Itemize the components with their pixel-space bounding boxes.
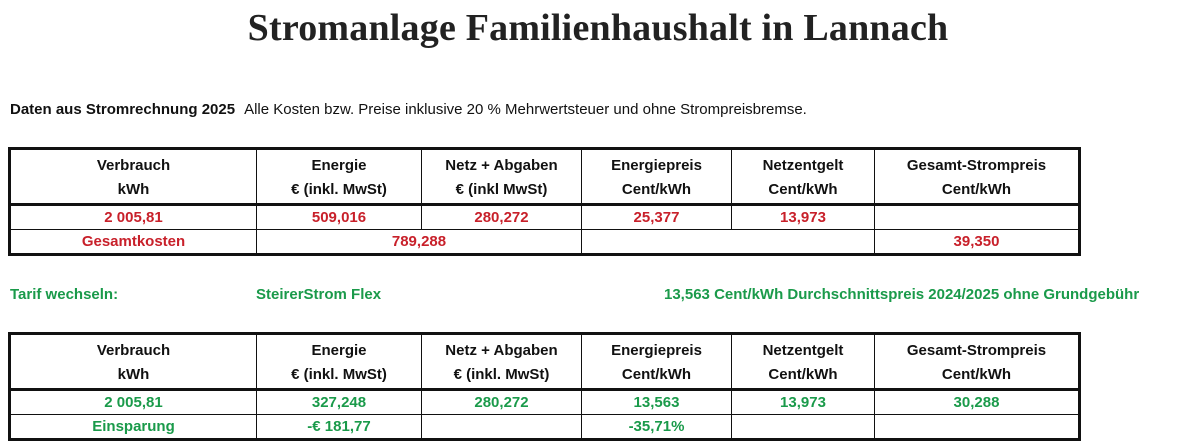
header-cell: Verbrauch: [9, 332, 257, 362]
table-header-row: Verbrauch Energie Netz + Abgaben Energie…: [9, 147, 1080, 177]
unit-cell: kWh: [9, 362, 257, 391]
unit-cell: Cent/kWh: [731, 362, 875, 391]
savings-row: Einsparung -€ 181,77 -35,71%: [9, 414, 1080, 440]
empty-cell: [421, 414, 582, 440]
total-price-cell: 30,288: [874, 389, 1080, 415]
total-row: Gesamtkosten 789,288 39,350: [9, 229, 1080, 255]
consumption-cell: 2 005,81: [9, 204, 257, 230]
info-line: Daten aus Stromrechnung 2025 Alle Kosten …: [10, 101, 807, 118]
table-header-unit-row: kWh € (inkl. MwSt) € (inkl MwSt) Cent/kW…: [9, 177, 1080, 206]
unit-cell: Cent/kWh: [581, 177, 732, 206]
header-cell: Netz + Abgaben: [421, 147, 582, 177]
info-label: Daten aus Stromrechnung 2025: [10, 101, 236, 118]
network-cost-cell: 280,272: [421, 389, 582, 415]
consumption-cell: 2 005,81: [9, 389, 257, 415]
empty-cell: [874, 414, 1080, 440]
empty-cell: [731, 414, 875, 440]
unit-cell: Cent/kWh: [731, 177, 875, 206]
empty-cell: [581, 229, 875, 255]
tarif-price-line: 13,563 Cent/kWh Durchschnittspreis 2024/…: [664, 286, 1139, 303]
header-cell: Energie: [256, 332, 422, 362]
unit-cell: € (inkl. MwSt): [256, 177, 422, 206]
table-header-row: Verbrauch Energie Netz + Abgaben Energie…: [9, 332, 1080, 362]
energy-price-cell: 25,377: [581, 204, 732, 230]
unit-cell: € (inkl MwSt): [421, 177, 582, 206]
header-cell: Energie: [256, 147, 422, 177]
network-price-cell: 13,973: [731, 389, 875, 415]
unit-cell: € (inkl. MwSt): [256, 362, 422, 391]
unit-cell: Cent/kWh: [581, 362, 732, 391]
header-cell: Netzentgelt: [731, 332, 875, 362]
total-price-cell: [874, 204, 1080, 230]
tarif-price-text: Cent/kWh Durchschnittspreis 2024/2025 oh…: [714, 286, 1140, 303]
page-title: Stromanlage Familienhaushalt in Lannach: [247, 7, 949, 49]
network-price-cell: 13,973: [731, 204, 875, 230]
tarif-label: Tarif wechseln:: [10, 286, 119, 303]
tarif-name: SteirerStrom Flex: [256, 286, 382, 303]
total-cost-value: 789,288: [256, 229, 582, 255]
unit-cell: € (inkl. MwSt): [421, 362, 582, 391]
energy-cost-cell: 509,016: [256, 204, 422, 230]
unit-cell: kWh: [9, 177, 257, 206]
table-row: 2 005,81 509,016 280,272 25,377 13,973: [9, 204, 1080, 230]
header-cell: Netzentgelt: [731, 147, 875, 177]
total-price-value: 39,350: [874, 229, 1080, 255]
header-cell: Energiepreis: [581, 332, 732, 362]
savings-label: Einsparung: [9, 414, 257, 440]
network-cost-cell: 280,272: [421, 204, 582, 230]
header-cell: Verbrauch: [9, 147, 257, 177]
table-header-unit-row: kWh € (inkl. MwSt) € (inkl. MwSt) Cent/k…: [9, 362, 1080, 391]
bill-table: Verbrauch Energie Netz + Abgaben Energie…: [8, 147, 1081, 256]
header-cell: Gesamt-Strompreis: [874, 332, 1080, 362]
savings-percent: -35,71%: [581, 414, 732, 440]
total-label: Gesamtkosten: [9, 229, 257, 255]
unit-cell: Cent/kWh: [874, 177, 1080, 206]
unit-cell: Cent/kWh: [874, 362, 1080, 391]
savings-amount: -€ 181,77: [256, 414, 422, 440]
header-cell: Netz + Abgaben: [421, 332, 582, 362]
energy-price-cell: 13,563: [581, 389, 732, 415]
energy-cost-cell: 327,248: [256, 389, 422, 415]
table-row: 2 005,81 327,248 280,272 13,563 13,973 3…: [9, 389, 1080, 415]
header-cell: Gesamt-Strompreis: [874, 147, 1080, 177]
comparison-table: Verbrauch Energie Netz + Abgaben Energie…: [8, 332, 1081, 441]
tarif-price: 13,563: [664, 286, 710, 303]
header-cell: Energiepreis: [581, 147, 732, 177]
info-text: Alle Kosten bzw. Preise inklusive 20 % M…: [244, 101, 807, 118]
